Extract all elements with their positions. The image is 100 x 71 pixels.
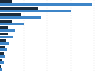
Bar: [0, 23, 24, 25]
Bar: [0, 52, 4, 55]
Bar: [0, 55, 5, 58]
Bar: [0, 36, 13, 38]
Bar: [0, 61, 4, 64]
Bar: [0, 68, 2, 71]
Bar: [0, 20, 12, 23]
Bar: [0, 42, 9, 45]
Bar: [0, 65, 1, 68]
Bar: [0, 29, 15, 32]
Bar: [0, 39, 6, 42]
Bar: [0, 46, 5, 48]
Bar: [0, 10, 71, 12]
Bar: [0, 16, 41, 19]
Bar: [0, 7, 38, 10]
Bar: [0, 13, 21, 16]
Bar: [0, 0, 12, 3]
Bar: [0, 59, 2, 61]
Bar: [0, 33, 8, 35]
Bar: [0, 3, 92, 6]
Bar: [0, 26, 8, 29]
Bar: [0, 48, 7, 51]
